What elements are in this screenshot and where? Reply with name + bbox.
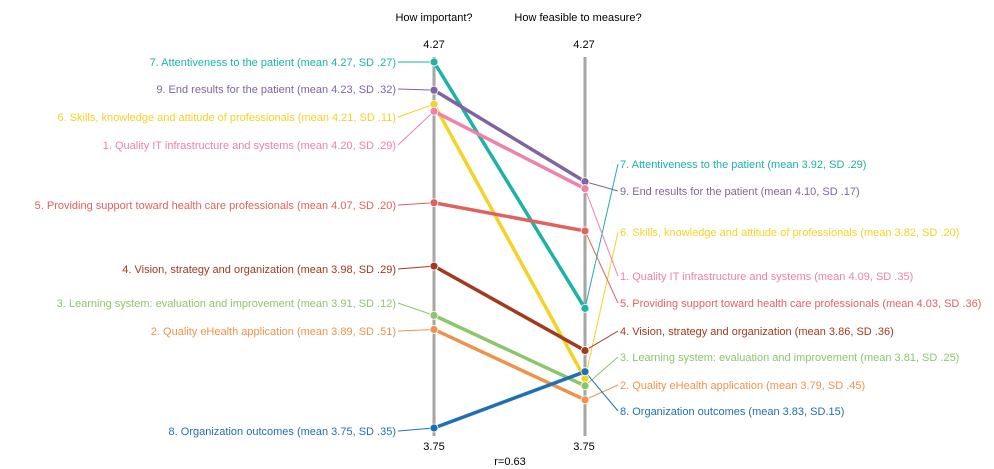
series-layer: 7. Attentiveness to the patient (mean 4.… <box>35 57 982 438</box>
left-series-label: 3. Learning system: evaluation and impro… <box>57 298 396 310</box>
left-axis-max-label: 4.27 <box>423 39 444 51</box>
left-axis-title: How important? <box>395 12 472 24</box>
right-point <box>580 226 590 236</box>
series-line <box>432 88 587 184</box>
left-point <box>429 198 439 208</box>
left-series-label: 7. Attentiveness to the patient (mean 4.… <box>150 57 396 69</box>
right-label-connector <box>584 330 619 352</box>
left-point <box>429 57 439 67</box>
series-line <box>432 109 587 191</box>
left-series-label: 4. Vision, strategy and organization (me… <box>122 264 396 276</box>
left-series-label: 1. Quality IT infrastructure and systems… <box>103 140 396 152</box>
left-series-label: 8. Organization outcomes (mean 3.75, SD … <box>169 426 396 438</box>
right-point <box>580 346 590 355</box>
series-line <box>432 369 587 430</box>
right-label-connector <box>584 181 619 192</box>
series-points <box>429 57 590 433</box>
series-line <box>432 313 587 388</box>
right-series-label: 2. Quality eHealth application (mean 3.7… <box>620 380 865 392</box>
left-point <box>429 310 439 320</box>
right-point <box>580 395 590 405</box>
label-connectors <box>397 61 619 432</box>
right-label-connector <box>584 163 619 309</box>
left-series-label: 9. End results for the patient (mean 4.2… <box>156 84 396 96</box>
right-series-label: 8. Organization outcomes (mean 3.83, SD.… <box>620 406 844 418</box>
right-label-connector <box>584 356 619 387</box>
right-axis-max-label: 4.27 <box>573 39 594 51</box>
right-label-connector <box>584 384 619 401</box>
right-label-connector <box>584 371 619 412</box>
left-label-connector <box>397 202 435 206</box>
right-point <box>580 367 590 377</box>
right-series-label: 9. End results for the patient (mean 4.1… <box>620 186 860 198</box>
series-line <box>432 327 587 402</box>
series-labels: 7. Attentiveness to the patient (mean 4.… <box>35 57 982 438</box>
right-label-connector <box>584 230 619 304</box>
right-point <box>580 381 590 391</box>
left-point <box>429 106 439 116</box>
left-label-connector <box>397 103 435 118</box>
left-series-label: 2. Quality eHealth application (mean 3.8… <box>151 326 396 338</box>
right-point <box>580 303 590 313</box>
series-lines <box>432 60 587 430</box>
right-series-label: 5. Providing support toward health care … <box>620 298 981 310</box>
series-line <box>432 60 587 311</box>
series-line <box>432 201 587 233</box>
left-point <box>429 85 439 95</box>
left-label-connector <box>397 265 435 270</box>
left-point <box>429 261 439 271</box>
left-series-label: 6. Skills, knowledge and attitude of pro… <box>57 112 396 124</box>
right-series-label: 6. Skills, knowledge and attitude of pro… <box>620 227 959 239</box>
right-label-connector <box>584 188 619 277</box>
correlation-footnote: r=0.63 <box>494 456 526 468</box>
right-point <box>580 184 590 194</box>
left-series-label: 5. Providing support toward health care … <box>35 200 396 212</box>
series-line <box>432 102 587 381</box>
right-axis-title: How feasible to measure? <box>514 12 641 24</box>
left-label-connector <box>397 302 435 316</box>
right-label-connector <box>584 231 619 379</box>
series-line <box>432 264 587 353</box>
left-label-connector <box>397 427 435 432</box>
right-series-label: 1. Quality IT infrastructure and systems… <box>620 271 913 283</box>
left-axis-min-label: 3.75 <box>423 441 444 453</box>
left-label-connector <box>397 328 435 332</box>
left-point <box>429 423 439 433</box>
right-axis-min-label: 3.75 <box>573 441 594 453</box>
right-series-label: 7. Attentiveness to the patient (mean 3.… <box>620 159 866 171</box>
left-label-connector <box>397 110 435 146</box>
left-label-connector <box>397 88 435 91</box>
right-series-label: 3. Learning system: evaluation and impro… <box>620 352 959 364</box>
left-point <box>429 325 439 334</box>
right-series-label: 4. Vision, strategy and organization (me… <box>620 326 894 338</box>
